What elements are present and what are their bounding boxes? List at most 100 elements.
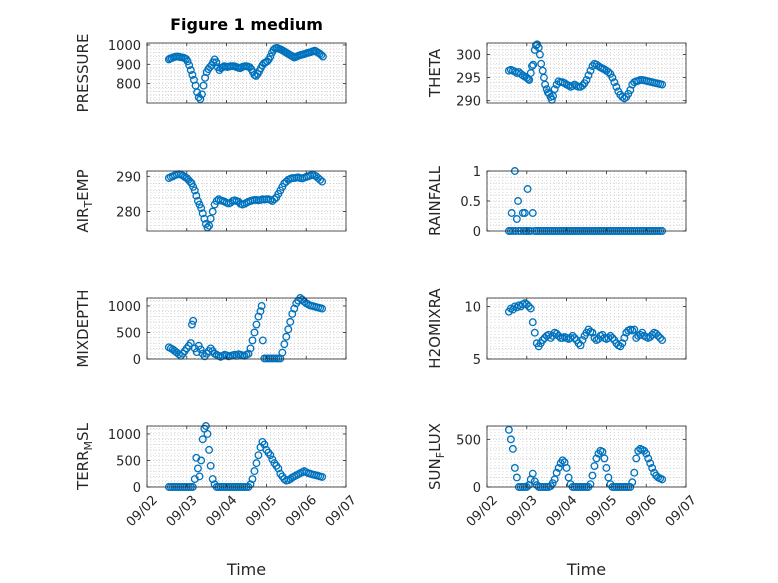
data-point bbox=[316, 175, 325, 184]
data-point bbox=[190, 186, 199, 195]
data-point bbox=[528, 318, 537, 327]
data-point bbox=[550, 85, 559, 94]
y-tick-label: 500 bbox=[116, 454, 141, 469]
data-point bbox=[258, 336, 267, 345]
data-point bbox=[522, 73, 531, 82]
data-point bbox=[588, 328, 597, 337]
data-point bbox=[608, 73, 617, 82]
y-axis-label-main: PRESSURE bbox=[74, 34, 92, 113]
data-point bbox=[600, 454, 609, 463]
data-point bbox=[612, 82, 621, 91]
axes-frame bbox=[146, 42, 347, 104]
data-point bbox=[250, 328, 259, 337]
data-point bbox=[185, 61, 194, 70]
data-point bbox=[538, 336, 547, 345]
y-axis-label: AIRTEMP bbox=[74, 169, 95, 232]
data-point bbox=[646, 332, 655, 341]
data-point bbox=[529, 60, 538, 69]
chart-title: Figure 1 medium bbox=[170, 15, 323, 34]
data-point bbox=[208, 207, 217, 216]
data-point bbox=[246, 344, 255, 353]
data-point bbox=[576, 341, 585, 350]
data-point bbox=[554, 463, 563, 472]
data-point bbox=[618, 339, 627, 348]
y-tick-label: 280 bbox=[116, 206, 141, 221]
x-tick-label: 09/07 bbox=[323, 493, 360, 530]
y-tick-label: 500 bbox=[456, 433, 481, 448]
y-tick-label: 295 bbox=[456, 72, 481, 87]
data-point bbox=[528, 469, 537, 478]
data-point bbox=[644, 454, 653, 463]
data-point bbox=[318, 52, 327, 61]
y-tick-label: 5 bbox=[473, 353, 481, 368]
y-axis-label: SUNFLUX bbox=[426, 423, 447, 490]
data-point bbox=[196, 345, 205, 354]
data-point bbox=[658, 336, 667, 345]
x-tick-label: 09/07 bbox=[663, 493, 700, 530]
data-point bbox=[248, 475, 257, 483]
data-point bbox=[548, 479, 557, 488]
y-axis-label: THETA bbox=[426, 48, 444, 98]
data-point bbox=[186, 339, 195, 348]
subplot-rainfall: 0 0.5 1 RAINFALL bbox=[426, 165, 687, 240]
data-point bbox=[197, 90, 206, 99]
data-point bbox=[520, 209, 529, 217]
data-point bbox=[602, 463, 611, 472]
data-point bbox=[206, 214, 215, 223]
data-point bbox=[658, 80, 667, 89]
data-point bbox=[188, 70, 197, 79]
axes-frame bbox=[146, 297, 347, 360]
y-tick-label: 300 bbox=[456, 49, 481, 64]
data-point bbox=[196, 95, 205, 104]
data-point bbox=[530, 477, 539, 486]
y-axis-label-main: TERR bbox=[74, 450, 92, 491]
y-axis-label: TERRMSL bbox=[74, 422, 95, 491]
data-point bbox=[604, 68, 613, 77]
data-point bbox=[512, 303, 521, 312]
axes-frame bbox=[486, 42, 687, 104]
data-point bbox=[266, 52, 275, 61]
data-point bbox=[266, 451, 275, 460]
y-axis-label-tail: LUX bbox=[426, 423, 444, 452]
data-point bbox=[648, 463, 657, 472]
axes-frame bbox=[146, 425, 347, 488]
data-point bbox=[632, 454, 641, 463]
data-point bbox=[510, 463, 519, 472]
data-point bbox=[584, 71, 593, 80]
data-point bbox=[198, 209, 207, 218]
data-point bbox=[514, 197, 522, 205]
data-point bbox=[582, 75, 591, 84]
data-point bbox=[512, 215, 521, 223]
data-point bbox=[560, 79, 569, 88]
data-point bbox=[195, 472, 204, 481]
data-point bbox=[578, 336, 587, 345]
data-point bbox=[183, 57, 192, 66]
x-tick-label: 09/02 bbox=[464, 493, 501, 530]
data-point bbox=[562, 463, 571, 472]
x-tick-label: 09/05 bbox=[243, 493, 280, 530]
data-point bbox=[570, 334, 579, 342]
data-point bbox=[552, 329, 561, 338]
data-point bbox=[250, 467, 259, 476]
y-axis-label-main: THETA bbox=[426, 48, 444, 98]
data-point bbox=[642, 449, 651, 458]
data-point bbox=[504, 425, 513, 434]
y-tick-label: 1000 bbox=[108, 428, 141, 443]
subplot-h2omixra: 5 10 H2OMIXRA bbox=[426, 288, 687, 369]
data-point bbox=[188, 320, 196, 329]
data-point bbox=[646, 459, 655, 468]
subplot-theta: 290 295 300 THETA bbox=[426, 40, 687, 110]
data-point bbox=[606, 331, 615, 340]
y-axis-label-subscript: F bbox=[434, 452, 447, 458]
y-tick-label: 1000 bbox=[108, 300, 141, 315]
data-point bbox=[270, 195, 279, 204]
data-point bbox=[318, 304, 327, 313]
y-tick-label: 900 bbox=[116, 58, 141, 73]
data-point bbox=[618, 93, 627, 101]
data-point bbox=[205, 445, 214, 454]
y-axis-label-subscript: T bbox=[82, 201, 95, 209]
data-point bbox=[193, 88, 202, 97]
subplot-terr-msl: 0 500 1000 09/02 09/03 09/04 09/05 09/06 09/07 Ti… bbox=[74, 422, 360, 579]
y-tick-label: 0.5 bbox=[460, 195, 481, 210]
